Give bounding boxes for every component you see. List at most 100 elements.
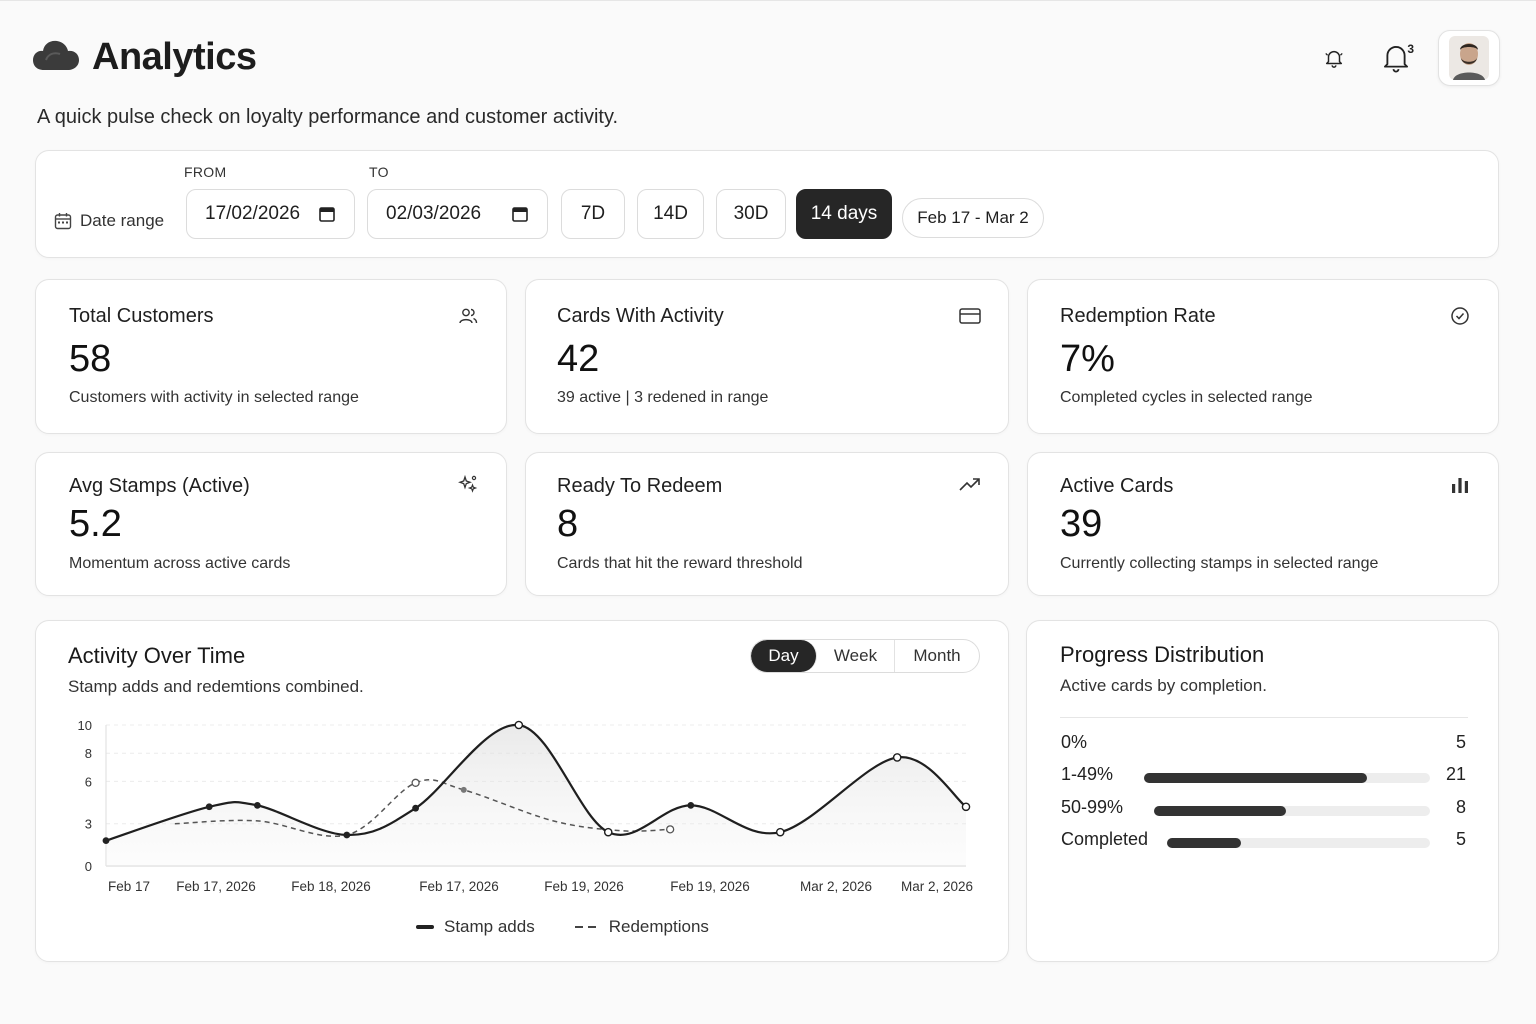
legend-redemptions: Redemptions xyxy=(574,917,709,937)
stat-title: Active Cards xyxy=(1060,475,1174,497)
preset-14-days-button[interactable]: 14 days xyxy=(796,189,892,239)
y-tick-label: 6 xyxy=(85,774,92,789)
stamp-adds-point xyxy=(205,803,213,811)
from-date-input[interactable]: 17/02/2026 xyxy=(186,189,355,239)
x-tick-label: Feb 17 xyxy=(108,879,150,894)
granularity-toggle: Day Week Month xyxy=(750,639,980,673)
calendar-picker-icon[interactable] xyxy=(511,205,529,223)
to-date-input[interactable]: 02/03/2026 xyxy=(367,189,548,239)
notifications-button[interactable]: 3 xyxy=(1376,38,1416,78)
y-tick-label: 10 xyxy=(78,718,92,733)
redemptions-point xyxy=(460,786,467,793)
redemptions-point xyxy=(411,778,420,787)
distribution-count: 5 xyxy=(1455,829,1466,849)
stat-description: Momentum across active cards xyxy=(69,555,291,572)
trend-up-icon xyxy=(958,473,982,497)
alert-bell-button[interactable] xyxy=(1314,38,1354,78)
brand: Analytics xyxy=(32,36,257,79)
distribution-count: 21 xyxy=(1445,764,1466,784)
distribution-count: 5 xyxy=(1455,732,1466,752)
stamp-adds-point xyxy=(514,720,524,730)
legend-stamp-adds: Stamp adds xyxy=(416,917,535,937)
preset-7d-button[interactable]: 7D xyxy=(561,189,625,239)
stat-card-cards-with-activity: Cards With Activity 42 39 active | 3 red… xyxy=(525,279,1009,434)
stat-title: Avg Stamps (Active) xyxy=(69,475,250,497)
distribution-label: 1-49% xyxy=(1061,764,1114,784)
cloud-icon xyxy=(32,38,80,77)
stamp-adds-point xyxy=(343,831,351,839)
stat-description: Cards that hit the reward threshold xyxy=(557,555,803,572)
stat-description: Customers with activity in selected rang… xyxy=(69,389,359,406)
range-summary-chip: Feb 17 - Mar 2 xyxy=(902,198,1044,238)
stat-value: 39 xyxy=(1060,503,1103,545)
distribution-count: 8 xyxy=(1455,797,1466,817)
x-tick-label: Feb 17, 2026 xyxy=(419,879,499,894)
distribution-bar-track xyxy=(1144,773,1430,783)
card-icon xyxy=(958,304,982,328)
stat-card-active-cards: Active Cards 39 Currently collecting sta… xyxy=(1027,452,1499,596)
stamp-adds-point xyxy=(412,804,419,812)
distribution-bar-fill xyxy=(1144,773,1368,783)
stamp-adds-point xyxy=(687,801,695,809)
stamp-adds-point xyxy=(961,802,971,812)
distribution-row-1: 1-49% 21 xyxy=(1061,764,1466,790)
stat-title: Cards With Activity xyxy=(557,305,724,327)
distribution-label: 50-99% xyxy=(1061,797,1124,817)
stat-value: 5.2 xyxy=(69,503,122,545)
distribution-divider xyxy=(1060,717,1468,718)
top-divider xyxy=(0,0,1536,1)
distribution-row-0: 0% 5 xyxy=(1061,732,1466,758)
stamp-adds-point xyxy=(603,827,613,837)
distribution-bar-track xyxy=(1154,806,1430,816)
preset-14d-button[interactable]: 14D xyxy=(637,189,704,239)
stat-card-ready-to-redeem: Ready To Redeem 8 Cards that hit the rew… xyxy=(525,452,1009,596)
bar-chart-icon xyxy=(1448,473,1472,497)
distribution-row-3: Completed 5 xyxy=(1061,829,1466,855)
x-tick-label: Feb 17, 2026 xyxy=(176,879,256,894)
legend-label: Stamp adds xyxy=(444,917,535,936)
stamp-adds-line xyxy=(105,723,967,842)
preset-30d-button[interactable]: 30D xyxy=(716,189,786,239)
header-actions: 3 xyxy=(1314,30,1500,86)
distribution-subtitle: Active cards by completion. xyxy=(1060,676,1267,695)
y-tick-label: 3 xyxy=(85,817,92,832)
stat-description: 39 active | 3 redened in range xyxy=(557,389,769,406)
distribution-bar-fill xyxy=(1167,838,1241,848)
stat-description: Completed cycles in selected range xyxy=(1060,389,1313,406)
avatar[interactable] xyxy=(1438,30,1500,86)
stat-value: 58 xyxy=(69,338,112,380)
from-label: FROM xyxy=(184,164,227,180)
date-range-panel: Date range FROM 17/02/2026 TO 02/03/2026… xyxy=(35,150,1499,258)
check-circle-icon xyxy=(1448,304,1472,328)
distribution-bar-fill xyxy=(1154,806,1287,816)
stat-card-total-customers: Total Customers 58 Customers with activi… xyxy=(35,279,507,434)
distribution-label: Completed xyxy=(1061,829,1149,849)
sparkle-icon xyxy=(456,473,480,497)
legend-solid-swatch xyxy=(416,925,434,929)
stat-description: Currently collecting stamps in selected … xyxy=(1060,555,1379,572)
distribution-title: Progress Distribution xyxy=(1060,642,1265,667)
tab-week[interactable]: Week xyxy=(817,640,895,672)
stamp-adds-point xyxy=(892,753,902,762)
activity-line-chart: 10 8 6 3 0 Feb 17 Feb 17, 2026 Feb 18, 2026 Feb … xyxy=(78,718,973,894)
stat-card-avg-stamps: Avg Stamps (Active) 5.2 Momentum across … xyxy=(35,452,507,596)
stat-title: Redemption Rate xyxy=(1060,305,1216,327)
date-range-label: Date range xyxy=(54,211,164,231)
page-header: Analytics 3 xyxy=(32,30,1500,86)
y-tick-label: 8 xyxy=(85,746,92,761)
tab-month[interactable]: Month xyxy=(913,646,961,665)
calendar-picker-icon[interactable] xyxy=(318,205,336,223)
y-tick-label: 0 xyxy=(85,859,92,874)
chart-title: Activity Over Time xyxy=(68,643,246,668)
notification-badge: 3 xyxy=(1407,42,1414,56)
stamp-adds-point xyxy=(253,801,261,809)
to-label: TO xyxy=(369,164,389,180)
page-subtitle: A quick pulse check on loyalty performan… xyxy=(37,106,619,128)
x-tick-label: Feb 19, 2026 xyxy=(670,879,750,894)
stat-card-redemption-rate: Redemption Rate 7% Completed cycles in s… xyxy=(1027,279,1499,434)
legend-dashed-swatch xyxy=(574,926,596,928)
progress-distribution-card: Progress Distribution Active cards by co… xyxy=(1026,620,1499,962)
bell-alert-icon xyxy=(1325,50,1343,68)
tab-day[interactable]: Day xyxy=(751,640,817,672)
stat-value: 42 xyxy=(557,338,600,380)
